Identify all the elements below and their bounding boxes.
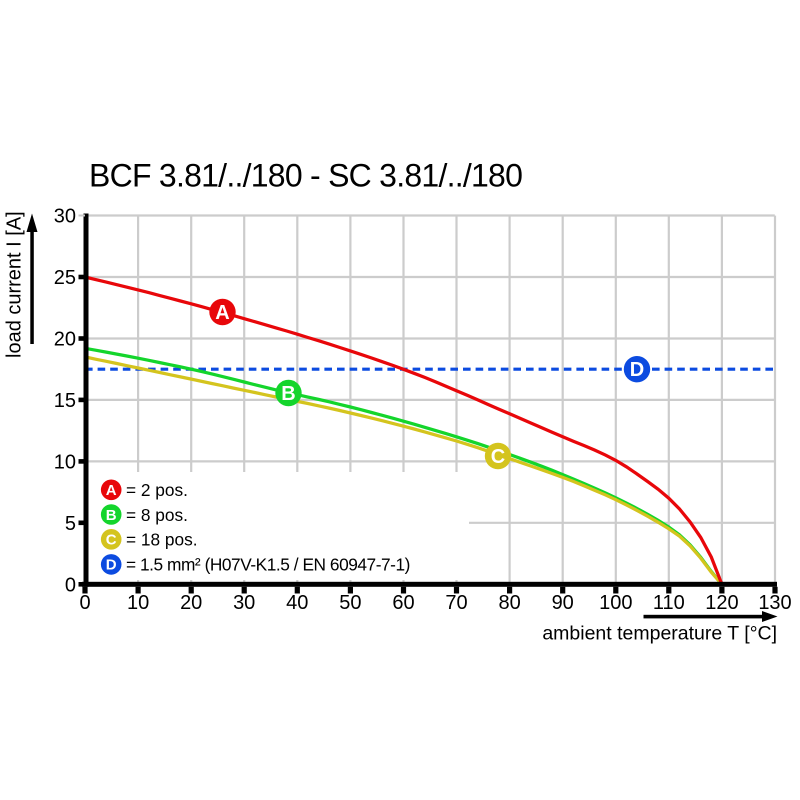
svg-text:90: 90 [552, 592, 574, 614]
svg-text:5: 5 [65, 513, 76, 535]
svg-text:110: 110 [653, 592, 685, 614]
svg-text:25: 25 [54, 267, 76, 289]
svg-text:BCF 3.81/../180 - SC 3.81/../1: BCF 3.81/../180 - SC 3.81/../180 [89, 158, 522, 194]
svg-text:10: 10 [127, 592, 149, 614]
svg-text:= 2 pos.: = 2 pos. [126, 480, 188, 500]
svg-text:30: 30 [233, 592, 255, 614]
svg-text:A: A [106, 482, 117, 499]
svg-text:100: 100 [599, 592, 632, 614]
svg-text:C: C [491, 446, 505, 468]
svg-text:= 8 pos.: = 8 pos. [126, 505, 188, 525]
svg-text:B: B [281, 383, 295, 405]
svg-text:60: 60 [392, 592, 414, 614]
svg-text:0: 0 [79, 592, 90, 614]
svg-text:= 18 pos.: = 18 pos. [126, 530, 198, 550]
svg-text:20: 20 [54, 329, 76, 351]
svg-text:= 1.5 mm² (H07V-K1.5 / EN 6094: = 1.5 mm² (H07V-K1.5 / EN 60947-7-1) [126, 555, 410, 575]
svg-text:ambient temperature T [°C]: ambient temperature T [°C] [542, 623, 777, 645]
svg-text:15: 15 [54, 390, 76, 412]
svg-text:80: 80 [498, 592, 520, 614]
svg-text:40: 40 [286, 592, 308, 614]
svg-text:130: 130 [758, 592, 791, 614]
svg-text:120: 120 [705, 592, 738, 614]
svg-text:load current I [A]: load current I [A] [4, 211, 26, 358]
svg-text:D: D [630, 359, 644, 381]
svg-text:A: A [215, 302, 229, 324]
svg-text:C: C [106, 532, 117, 549]
svg-text:B: B [106, 507, 117, 524]
svg-text:50: 50 [339, 592, 361, 614]
svg-text:D: D [106, 557, 117, 574]
svg-text:70: 70 [445, 592, 467, 614]
svg-text:30: 30 [54, 206, 76, 228]
svg-text:10: 10 [54, 451, 76, 473]
svg-text:20: 20 [180, 592, 202, 614]
svg-text:0: 0 [65, 574, 76, 596]
